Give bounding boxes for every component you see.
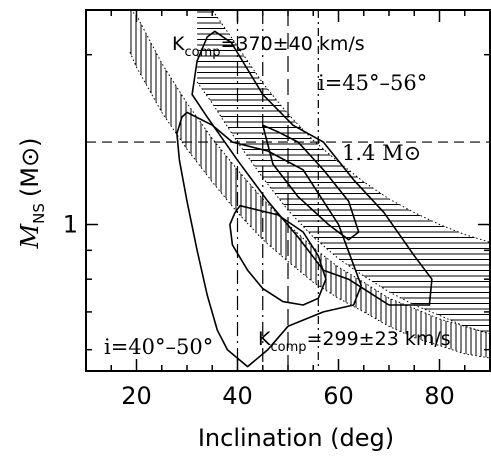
y-tick-label: 1 — [63, 211, 78, 239]
x-axis-label: Inclination (deg) — [198, 424, 394, 452]
y-axis-label-sub: NS — [30, 203, 48, 224]
svg-text:MNS(M⊙): MNS (M⊙) — [16, 138, 48, 250]
annotation-kcomp-upper-sub: comp — [184, 45, 220, 60]
contour-inner-upper — [261, 124, 360, 241]
y-axis-label-unit: (M⊙) — [16, 138, 44, 198]
annotation-kcomp-lower-value: =299±23 km/s — [307, 328, 451, 350]
contour-outer-lower — [176, 111, 363, 368]
annotation-inclination-lower: i=40°–50° — [104, 335, 213, 359]
annotation-kcomp-lower-sub: comp — [270, 340, 306, 355]
contour-outer-upper — [191, 30, 433, 306]
annotation-1p4-solar-mass: 1.4 M⊙ — [342, 141, 421, 165]
annotation-kcomp-lower: Kcomp=299±23 km/s — [258, 328, 451, 355]
annotation-kcomp-lower-k: K — [258, 328, 271, 350]
annotation-inclination-upper: i=45°–56° — [318, 71, 427, 95]
x-tick-label: 80 — [424, 382, 455, 410]
x-tick-label: 60 — [323, 382, 354, 410]
band-upper-edge — [129, 10, 490, 335]
annotation-kcomp-upper-value: =370±40 km/s — [221, 33, 365, 55]
annotation-kcomp-upper-k: K — [172, 33, 185, 55]
x-tick-label: 40 — [222, 382, 253, 410]
y-axis-label-main: M — [16, 222, 44, 249]
contour-inner-lower — [229, 204, 327, 306]
plot-area — [86, 10, 490, 371]
band-upper-edge — [197, 10, 490, 243]
band-horizontal-hatch — [197, 10, 490, 334]
x-tick-label: 20 — [121, 382, 152, 410]
band-lower-edge — [129, 51, 490, 359]
band-vertical-hatch — [129, 10, 490, 358]
y-axis-label: MNS (M⊙) — [16, 138, 48, 250]
axes: 20 40 60 80 1 — [63, 10, 490, 410]
annotation-kcomp-upper: Kcomp=370±40 km/s — [172, 33, 365, 60]
